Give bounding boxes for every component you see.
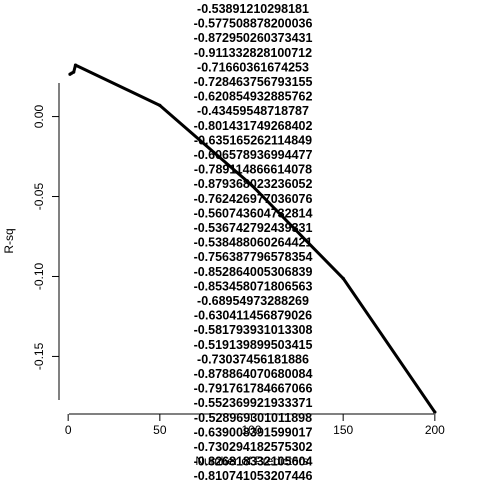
data-series [68,63,437,414]
title-line: -0.853458071806563 [194,279,313,293]
x-axis-title: Number of Predictors [195,454,308,468]
data-point [341,276,345,280]
title-line: -0.878864070680084 [194,367,313,381]
title-line: -0.577508878200036 [194,17,313,31]
y-axis-title: R-sq [2,228,16,253]
title-line: -0.536742792439331 [194,221,313,235]
title-line: -0.538488060264421 [194,236,313,250]
y-tick-label: -0.15 [32,342,46,370]
title-line: -0.789114866614078 [194,163,312,177]
chart-title: -0.53891210298181-0.577508878200036-0.87… [194,2,313,480]
title-line: -0.630411456879026 [194,309,312,323]
title-line: -0.756387796578354 [194,250,313,264]
title-line: -0.552369921933371 [194,396,313,410]
y-tick-label: -0.05 [32,183,46,211]
y-axis-ticks: 0.00 -0.05 -0.10 -0.15 [32,105,59,370]
y-tick-label: 0.00 [32,105,46,129]
x-tick-label: 200 [425,423,445,437]
title-line: -0.620854932885762 [194,90,313,104]
title-line: -0.581793931013308 [194,323,313,337]
title-line: -0.639008391599017 [194,425,313,439]
title-line: -0.730294182575302 [194,440,313,454]
title-line: -0.879368023236052 [194,177,313,191]
data-point [433,410,437,414]
x-tick-label: 100 [241,423,261,437]
title-line: -0.728463756793155 [194,75,313,89]
title-line: -0.762426977036076 [194,192,313,206]
title-line: -0.791761784667066 [194,382,313,396]
title-line: -0.43459548718787 [197,104,309,118]
title-line: -0.826818332105604 [194,455,313,469]
x-tick-label: 150 [333,423,353,437]
x-tick-label: 0 [65,423,72,437]
title-line: -0.53891210298181 [197,2,309,16]
title-line: -0.560743604732814 [194,206,313,220]
data-point [72,70,76,74]
title-line: -0.606578936994477 [194,148,313,162]
title-line: -0.519139899503415 [194,338,313,352]
title-line: -0.73037456181886 [197,352,309,366]
x-tick-label: 50 [153,423,167,437]
title-line: -0.801431749268402 [194,119,313,133]
title-line: -0.911332828100712 [194,46,312,60]
data-point [73,63,78,67]
title-line: -0.852864005306839 [194,265,313,279]
title-line: -0.810741053207446 [194,469,313,480]
x-axis-ticks: 0 50 100 150 200 [65,414,445,437]
title-line: -0.71660361674253 [197,60,309,74]
title-line: -0.635165262114849 [194,133,312,147]
data-point [249,183,254,187]
data-point [158,103,162,107]
y-tick-label: -0.10 [32,262,46,290]
title-line: -0.68954973288269 [197,294,309,308]
title-line: -0.872950260373431 [194,31,313,45]
